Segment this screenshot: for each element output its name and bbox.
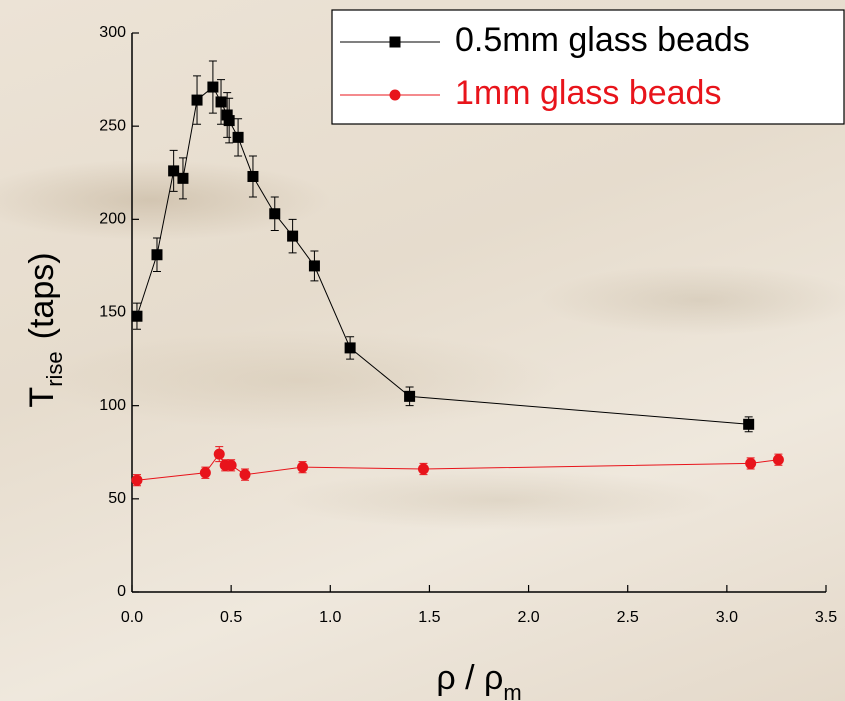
data-point <box>297 462 308 473</box>
data-point <box>233 132 244 143</box>
x-label-sub: m <box>503 680 521 701</box>
legend-marker <box>390 37 401 48</box>
x-label-main: ρ / ρ <box>436 659 503 697</box>
data-point <box>177 173 188 184</box>
data-point <box>207 82 218 93</box>
y-tick-label: 250 <box>99 117 126 134</box>
x-tick-label: 3.0 <box>716 609 738 626</box>
data-point <box>418 464 429 475</box>
legend-label: 0.5mm glass beads <box>455 21 750 59</box>
x-tick-label: 3.5 <box>815 609 837 626</box>
x-tick-label: 1.5 <box>418 609 440 626</box>
y-label-sub: rise <box>42 351 67 386</box>
y-tick-label: 200 <box>99 211 126 228</box>
chart: ρ / ρm Trise (taps) 0 50 100 150 200 250 300 0.0… <box>0 0 845 701</box>
y-tick-label: 50 <box>108 490 126 507</box>
data-point <box>287 231 298 242</box>
page: ρ / ρm Trise (taps) 0 50 100 150 200 250 300 0.0… <box>0 0 845 701</box>
data-point <box>226 460 237 471</box>
data-point <box>773 454 784 465</box>
data-point <box>240 469 251 480</box>
data-point <box>269 208 280 219</box>
x-tick-label: 0.0 <box>121 609 143 626</box>
y-label-unit: (taps) <box>23 252 61 339</box>
x-tick-label: 2.0 <box>517 609 539 626</box>
x-tick-label: 1.0 <box>319 609 341 626</box>
y-tick-label: 150 <box>99 304 126 321</box>
data-point <box>214 449 225 460</box>
y-tick-label: 300 <box>99 24 126 41</box>
data-point <box>192 95 203 106</box>
data-point <box>216 96 227 107</box>
data-point <box>309 260 320 271</box>
data-point <box>743 419 754 430</box>
x-tick-label: 0.5 <box>220 609 242 626</box>
y-tick-label: 100 <box>99 397 126 414</box>
data-point <box>151 249 162 260</box>
data-point <box>131 475 142 486</box>
data-point <box>131 311 142 322</box>
data-point <box>345 342 356 353</box>
legend-marker <box>390 90 401 101</box>
x-axis-label: ρ / ρm <box>436 659 521 701</box>
x-tick-label: 2.5 <box>617 609 639 626</box>
data-point <box>224 115 235 126</box>
data-point <box>200 467 211 478</box>
y-axis-label: Trise (taps) <box>23 252 67 407</box>
data-point <box>404 391 415 402</box>
legend-label: 1mm glass beads <box>455 74 721 112</box>
y-label-main: T <box>23 387 61 408</box>
data-point <box>247 171 258 182</box>
data-point <box>745 458 756 469</box>
y-tick-label: 0 <box>117 583 126 600</box>
